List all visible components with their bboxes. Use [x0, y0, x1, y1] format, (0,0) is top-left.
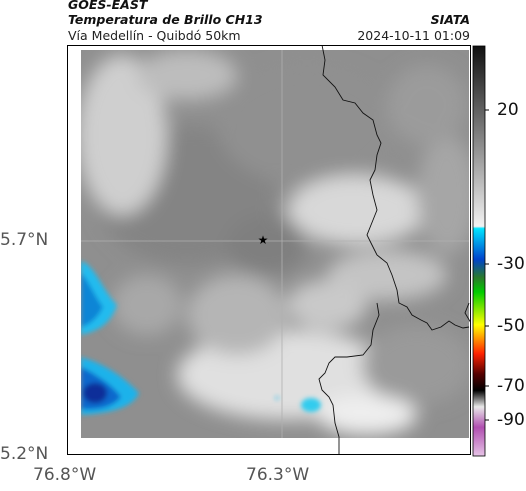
organization-label: SIATA: [430, 12, 470, 27]
lon-tick-label: 76.8°W: [33, 465, 97, 485]
colorbar-tick-label: -90: [497, 410, 525, 430]
colorbar-tick-label: 20: [497, 100, 519, 120]
region-label: Vía Medellín - Quibdó 50km: [68, 28, 241, 43]
colorbar-tick-label: -30: [497, 254, 525, 274]
cold-cloud-top: [81, 261, 321, 415]
product-title: Temperatura de Brillo CH13: [68, 12, 263, 27]
lat-tick-label: 5.2°N: [0, 444, 49, 464]
timestamp: 2024-10-11 01:09: [357, 28, 470, 43]
lon-tick-label: 76.3°W: [246, 465, 310, 485]
brightness-temperature-field: [81, 50, 469, 438]
satellite-map: ★: [67, 45, 471, 455]
gridlines: [81, 50, 469, 438]
colorbar-tick-label: -50: [497, 316, 525, 336]
colorbar-tick-label: -70: [497, 376, 525, 396]
colorbar: [472, 45, 489, 457]
satellite-label: GOES-EAST: [68, 0, 148, 12]
lat-tick-label: 5.7°N: [0, 230, 49, 250]
star-icon: ★: [258, 233, 269, 247]
coastline-border: [318, 45, 471, 455]
